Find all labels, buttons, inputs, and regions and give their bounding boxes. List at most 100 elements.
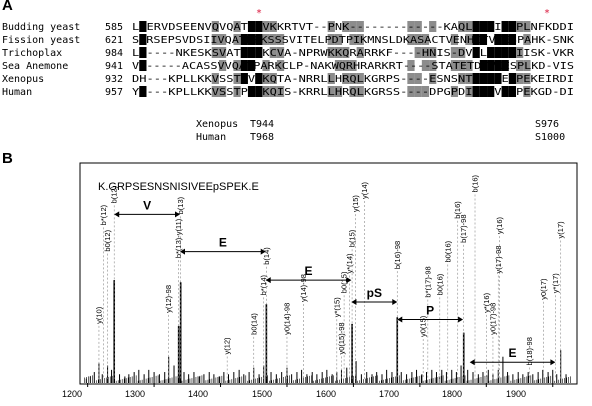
similar-residue-box (262, 34, 270, 45)
similar-residue-box (327, 34, 335, 45)
alignment-rows: * * Budding yeast 585 LHERVDSEENVQVQATPA… (2, 8, 575, 143)
conserved-residue-box (240, 60, 248, 71)
fragment-ion-label: y(12) (223, 337, 232, 355)
similar-residue-box (421, 60, 430, 71)
mass-gap-arrowhead (458, 316, 464, 323)
similar-residue-box (523, 73, 531, 84)
similar-residue-box (414, 47, 422, 58)
similar-residue-box (211, 34, 219, 45)
site-serine: S976 (535, 119, 559, 130)
conserved-residue-box (501, 60, 509, 71)
alignment-shading (139, 21, 531, 97)
conserved-residue-box (255, 34, 263, 45)
similar-residue-box (429, 73, 437, 84)
sequence-text: LHERVDSEENVQVQATPAVKKRTVT--PNK----------… (132, 22, 574, 33)
fragment-ion-label: y(16) (495, 216, 504, 234)
conserved-residue-box (508, 34, 517, 45)
conserved-residue-box (487, 47, 495, 58)
similar-residue-box (276, 60, 285, 71)
fragment-ion-label: b(16) (471, 174, 480, 192)
x-tick-label: 1700 (379, 389, 399, 399)
fragment-ion-label: b(12) (110, 185, 119, 203)
similar-residue-box (458, 21, 466, 32)
similar-residue-box (465, 21, 473, 32)
species-label: Budding yeast (2, 22, 80, 33)
similar-residue-box (407, 21, 415, 32)
alignment-star-1: * (256, 8, 262, 19)
similar-residue-box (450, 86, 459, 97)
similar-residue-box (349, 34, 357, 45)
similar-residue-box (349, 73, 357, 84)
similar-residue-box (218, 34, 227, 45)
conserved-residue-box (255, 47, 263, 58)
similar-residue-box (458, 73, 466, 84)
mass-gap-arrowhead (180, 248, 185, 255)
sequence-start: 957 (105, 87, 123, 98)
similar-residue-box (233, 60, 241, 71)
similar-residue-box (334, 86, 343, 97)
similar-residue-box (429, 21, 437, 32)
similar-residue-box (407, 86, 415, 97)
mass-gap-residue: E (219, 236, 227, 250)
conserved-residue-box (240, 73, 248, 84)
similar-residue-box (211, 47, 219, 58)
mass-gap-arrowhead (392, 298, 398, 305)
similar-residue-box (211, 21, 219, 32)
conserved-residue-box (487, 60, 495, 71)
conserved-residue-box (501, 86, 509, 97)
similar-residue-box (421, 86, 430, 97)
sequence-text: DH---KPLLKKVSSTPVHKQTA-NRRLLHRQLKGRPS---… (132, 74, 574, 85)
species-label: Xenopus (2, 74, 44, 85)
fragment-ion-label: y(15) (351, 195, 360, 213)
species-label: Fission yeast (2, 35, 80, 46)
conserved-residue-box (494, 60, 502, 71)
similar-residue-box (211, 73, 219, 84)
conserved-residue-box (472, 86, 480, 97)
similar-residue-box (414, 86, 422, 97)
mass-gap-residue: pS (367, 286, 382, 300)
fragment-ion-label: b*(14) (259, 274, 268, 295)
mass-gap-arrowhead (260, 248, 266, 255)
conserved-residue-box (139, 34, 147, 45)
similar-residue-box (407, 60, 415, 71)
x-tick-label: 1500 (252, 389, 272, 399)
similar-residue-box (327, 47, 335, 58)
fragment-ion-label: b(14) (262, 247, 271, 265)
similar-residue-box (349, 60, 357, 71)
similar-residue-box (233, 21, 241, 32)
similar-residue-box (421, 34, 430, 45)
similar-residue-box (233, 34, 241, 45)
fragment-ion-label: y(14) (360, 181, 369, 199)
conserved-residue-box (240, 47, 248, 58)
mass-gap-arrowhead (265, 277, 271, 284)
conserved-residue-box (479, 60, 488, 71)
sequence-start: 984 (105, 48, 123, 59)
spectrum-marks: y(10) b0(12) b(12)b*(12) y(12)-98 b*(13)-y(1… (84, 174, 571, 387)
conserved-residue-box (479, 21, 488, 32)
similar-residue-box (429, 60, 437, 71)
similar-residue-box (458, 47, 466, 58)
site-threonine: T968 (250, 132, 274, 143)
sequence-start: 585 (105, 22, 123, 33)
conserved-residue-box (247, 86, 256, 97)
mass-gap-residue: P (426, 303, 434, 317)
conserved-residue-box (247, 47, 256, 58)
mass-gap-arrowhead (346, 277, 352, 284)
sequence-start: 932 (105, 74, 123, 85)
similar-residue-box (269, 34, 277, 45)
similar-residue-box (450, 60, 459, 71)
mass-gap-arrowhead (114, 211, 120, 218)
fragment-ion-label: b(15) (348, 229, 357, 247)
similar-residue-box (334, 47, 343, 58)
fragment-ion-label: y0(14)-98 (282, 303, 291, 335)
species-label: Trichoplax (2, 48, 62, 59)
site-serine: S1000 (535, 132, 565, 143)
similar-residue-box (262, 21, 270, 32)
conserved-residue-box (472, 47, 480, 58)
similar-residue-box (276, 86, 285, 97)
similar-residue-box (211, 86, 219, 97)
similar-residue-box (523, 21, 531, 32)
fragment-ion-label: y(12)-98 (164, 285, 173, 313)
similar-residue-box (516, 60, 524, 71)
similar-residue-box (414, 34, 422, 45)
